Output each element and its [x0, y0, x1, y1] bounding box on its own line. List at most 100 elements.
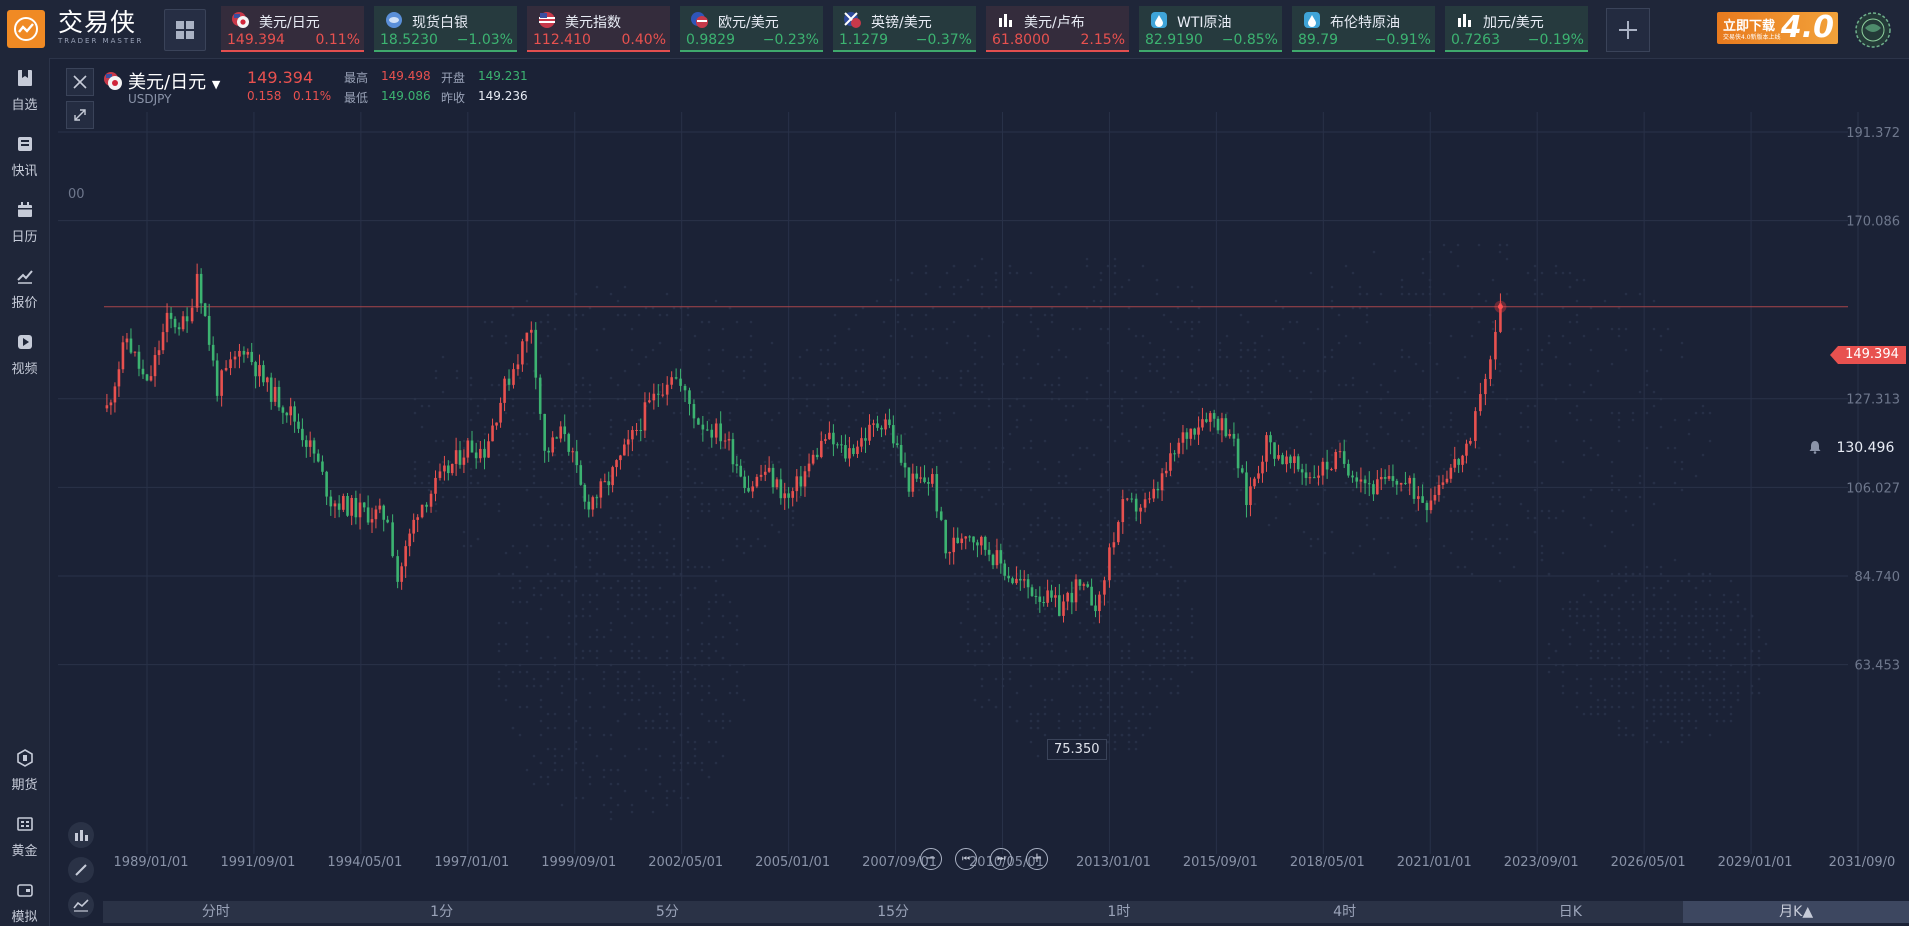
- candle-body: [177, 327, 181, 330]
- sidebar-item-5[interactable]: 期货: [0, 748, 49, 793]
- jump-start-button[interactable]: ⏮: [955, 848, 977, 870]
- candle-body: [374, 509, 378, 520]
- candle-body: [895, 443, 899, 445]
- candle-body: [803, 471, 807, 487]
- candle-body: [1212, 413, 1216, 419]
- price-chart[interactable]: 1989/01/01 1991/09/01 1994/05/01 1997/01/01…: [58, 112, 1909, 872]
- sidebar-item-7[interactable]: 模拟: [0, 880, 49, 925]
- period-tab-3[interactable]: 15分: [877, 904, 910, 920]
- price-alert[interactable]: 130.496: [1808, 440, 1894, 458]
- close-chart-button[interactable]: [66, 68, 94, 96]
- sidebar-item-4[interactable]: 视频: [0, 332, 49, 377]
- candle-body: [429, 493, 433, 507]
- ticker-1[interactable]: 现货白银 18.5230 −1.03%: [374, 6, 517, 52]
- candle-body: [1078, 579, 1082, 586]
- period-tab-4[interactable]: 1时: [1107, 904, 1131, 920]
- sidebar-item-label: 模拟: [11, 910, 38, 925]
- candle-body: [1408, 477, 1412, 484]
- candle-body: [571, 451, 575, 453]
- period-selector: 分时 1分 5分 15分 1时 4时 日K 月K▲: [103, 901, 1909, 923]
- candle-body: [277, 386, 281, 408]
- ticker-6[interactable]: WTI原油 82.9190 −0.85%: [1139, 6, 1282, 52]
- candle-body: [195, 273, 199, 308]
- candle-body: [1285, 456, 1288, 465]
- candle-body: [679, 378, 682, 386]
- app-logo-icon[interactable]: [7, 10, 45, 48]
- x-tick-label: 2005/01/01: [755, 855, 830, 870]
- candle-body: [1240, 468, 1244, 473]
- chart-type-button[interactable]: [68, 892, 94, 918]
- oil-icon: [1151, 12, 1167, 28]
- candle-body: [1399, 482, 1403, 485]
- ticker-7[interactable]: 布伦特原油 89.79 −0.91%: [1292, 6, 1435, 52]
- world-map-background: [413, 243, 1768, 821]
- ticker-0[interactable]: 美元/日元 149.394 0.11%: [221, 6, 364, 52]
- period-tab-6[interactable]: 日K: [1558, 904, 1582, 920]
- candle-body: [1391, 476, 1395, 481]
- candle-body: [563, 426, 567, 435]
- candle-body: [1317, 475, 1320, 478]
- candle-body: [450, 463, 454, 474]
- sidebar-item-label: 黄金: [11, 844, 38, 859]
- candle-body: [840, 444, 843, 446]
- expand-chart-button[interactable]: [66, 101, 94, 129]
- ticker-4[interactable]: 英镑/美元 1.1279 −0.37%: [833, 6, 976, 52]
- candle-body: [603, 481, 607, 483]
- candle-body: [129, 338, 133, 353]
- candle-body: [1224, 418, 1228, 437]
- us-flag-icon: [539, 12, 555, 28]
- candle-body: [1193, 428, 1196, 435]
- candle-body: [1152, 488, 1156, 499]
- sidebar-item-2[interactable]: 日历: [0, 200, 49, 245]
- candle-body: [1117, 522, 1120, 543]
- grid-menu-button[interactable]: [164, 9, 206, 51]
- sidebar-item-0[interactable]: 自选: [0, 68, 49, 113]
- sidebar-item-1[interactable]: 快讯: [0, 134, 49, 179]
- candle-body: [1189, 428, 1193, 439]
- symbol-selector[interactable]: 美元/日元 ▼: [128, 68, 220, 94]
- candle-body: [1201, 419, 1204, 428]
- period-tab-0[interactable]: 分时: [201, 904, 230, 920]
- candle-body: [474, 452, 478, 459]
- candle-body: [1367, 483, 1371, 485]
- ticker-name: 欧元/美元: [718, 15, 779, 31]
- candle-body: [153, 355, 157, 377]
- period-tab-1[interactable]: 1分: [430, 904, 454, 920]
- indicator-button[interactable]: [68, 822, 94, 848]
- period-tab-5[interactable]: 4时: [1333, 904, 1357, 920]
- candle-body: [149, 376, 153, 381]
- candle-body: [543, 413, 546, 451]
- sidebar-item-3[interactable]: 报价: [0, 266, 49, 311]
- candle-body: [483, 448, 486, 458]
- candle-body: [820, 440, 823, 458]
- candle-body: [567, 434, 571, 452]
- ticker-8[interactable]: 加元/美元 0.7263 −0.19%: [1445, 6, 1588, 52]
- add-ticker-button[interactable]: [1606, 8, 1650, 52]
- ticker-5[interactable]: 美元/卢布 61.8000 2.15%: [986, 6, 1129, 52]
- zoom-in-button[interactable]: +: [1026, 848, 1048, 870]
- candle-body: [1143, 499, 1147, 508]
- globe-icon[interactable]: [1851, 8, 1895, 52]
- candle-body: [848, 448, 851, 459]
- period-tab-7[interactable]: 月K▲: [1683, 901, 1909, 923]
- candle-body: [832, 432, 835, 445]
- candlestick-chart[interactable]: 1989/01/01 1991/09/01 1994/05/01 1997/01/01…: [58, 112, 1909, 872]
- gold-icon: [16, 817, 33, 831]
- candle-body: [1359, 479, 1363, 482]
- brand: 交易侠 TRADER MASTER: [58, 10, 150, 46]
- candle-body: [807, 463, 811, 472]
- sidebar-item-6[interactable]: 黄金: [0, 814, 49, 859]
- draw-tool-button[interactable]: [68, 857, 94, 883]
- candle-body: [727, 439, 731, 441]
- candle-body: [297, 421, 300, 429]
- ticker-3[interactable]: 欧元/美元 0.9829 −0.23%: [680, 6, 823, 52]
- download-promo-banner[interactable]: 立即下载 交易侠4.0新版本上线 4.0: [1717, 12, 1838, 44]
- jump-end-button[interactable]: ⏭: [990, 848, 1012, 870]
- ticker-name: WTI原油: [1177, 15, 1232, 31]
- period-tab-2[interactable]: 5分: [655, 904, 679, 920]
- candle-body: [1169, 453, 1172, 471]
- ticker-2[interactable]: 美元指数 112.410 0.40%: [527, 6, 670, 52]
- candle-body: [470, 440, 474, 453]
- zoom-out-button[interactable]: −: [920, 848, 942, 870]
- bell-icon[interactable]: [1808, 440, 1822, 454]
